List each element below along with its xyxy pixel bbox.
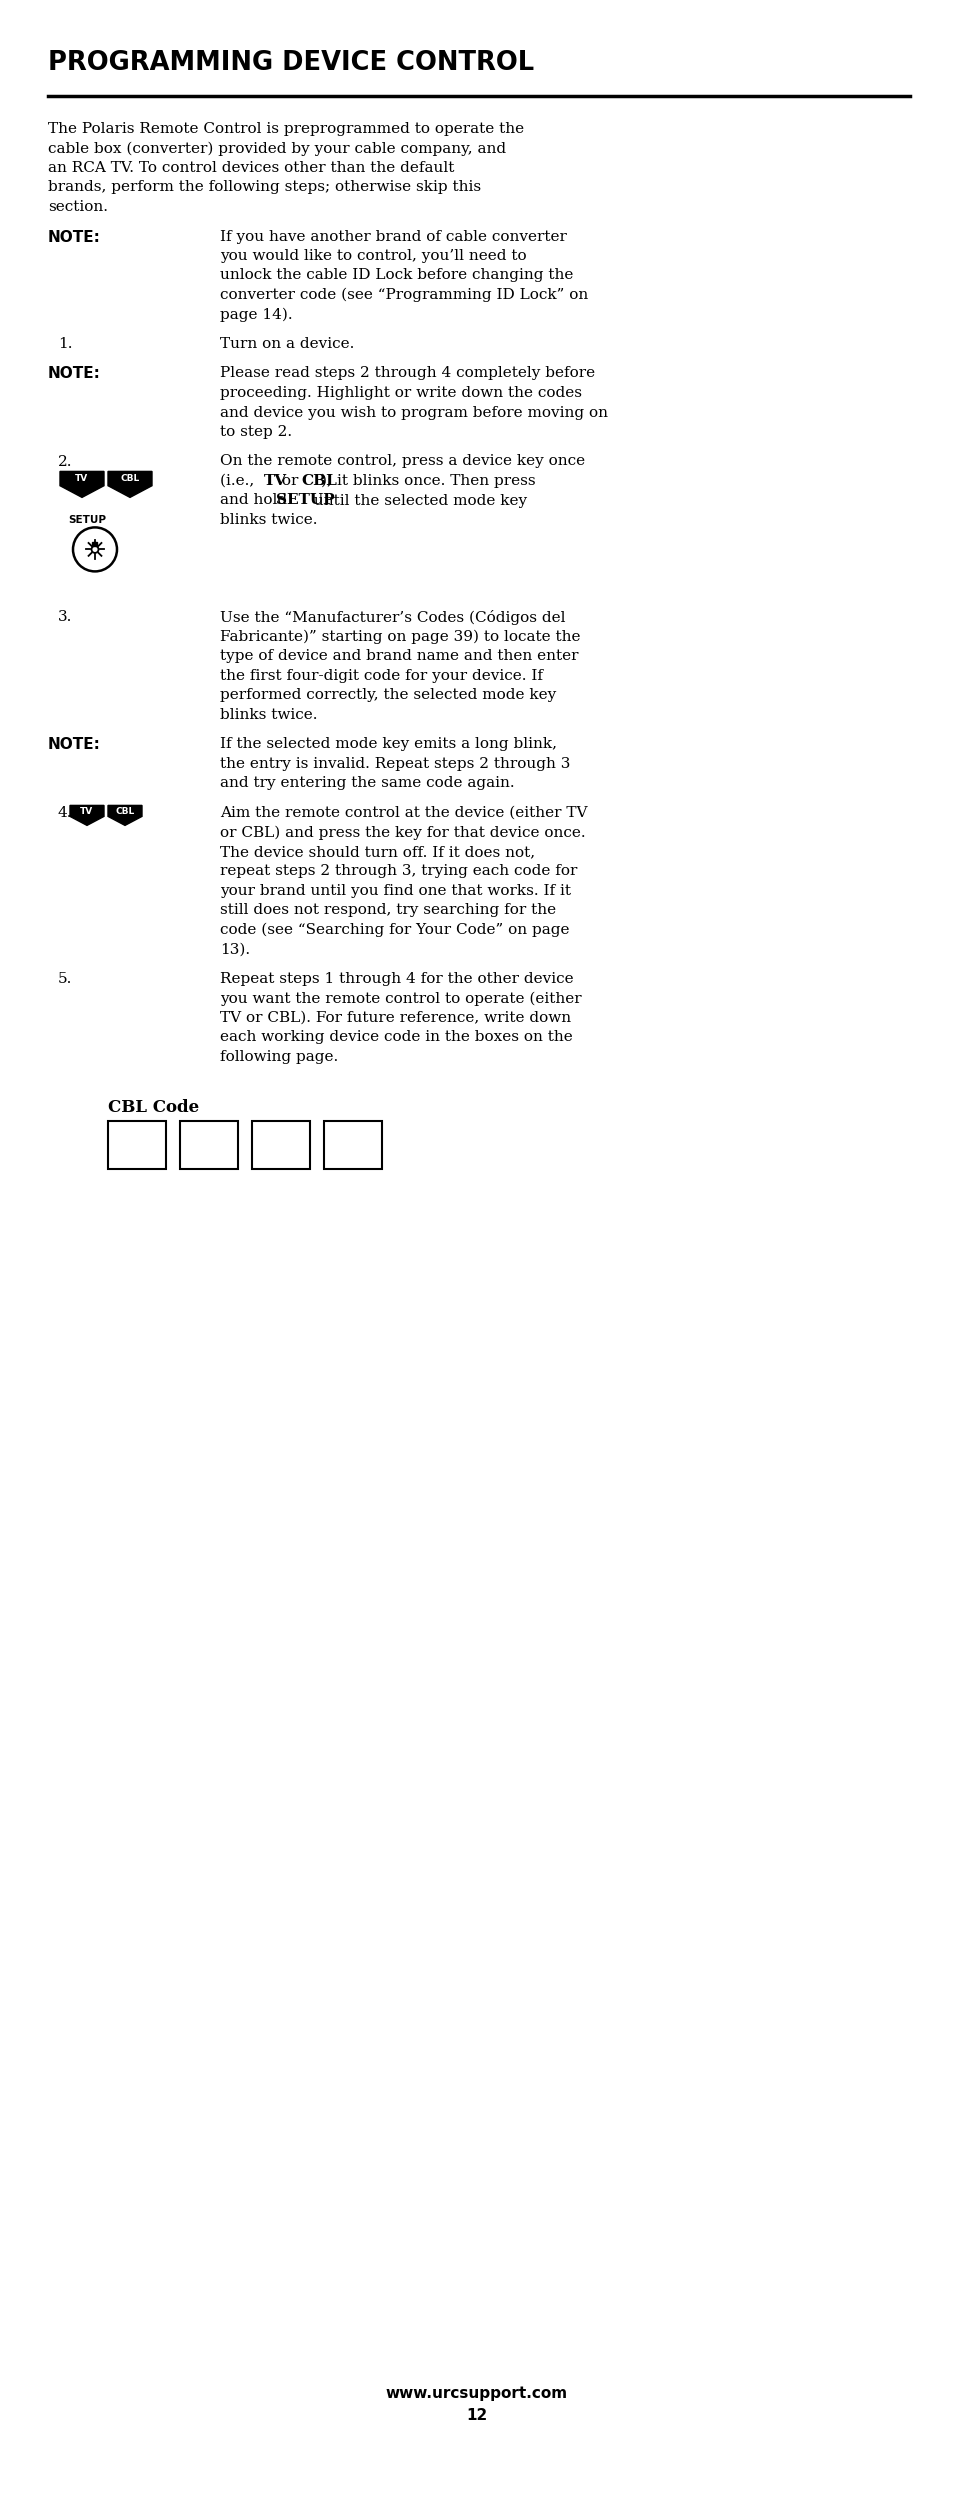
- Text: cable box (converter) provided by your cable company, and: cable box (converter) provided by your c…: [48, 142, 506, 155]
- Text: blinks twice.: blinks twice.: [220, 514, 317, 527]
- Text: The device should turn off. If it does not,: The device should turn off. If it does n…: [220, 846, 535, 859]
- Text: If the selected mode key emits a long blink,: If the selected mode key emits a long bl…: [220, 736, 557, 751]
- Text: repeat steps 2 through 3, trying each code for: repeat steps 2 through 3, trying each co…: [220, 864, 577, 879]
- Text: Fabricante)” starting on page 39) to locate the: Fabricante)” starting on page 39) to loc…: [220, 629, 579, 644]
- Text: you want the remote control to operate (either: you want the remote control to operate (…: [220, 991, 581, 1006]
- Text: ); it blinks once. Then press: ); it blinks once. Then press: [321, 474, 536, 489]
- Text: SETUP: SETUP: [275, 494, 335, 507]
- Text: 12: 12: [466, 2409, 487, 2424]
- Text: CBL: CBL: [120, 474, 139, 484]
- Text: Repeat steps 1 through 4 for the other device: Repeat steps 1 through 4 for the other d…: [220, 971, 573, 986]
- Text: code (see “Searching for Your Code” on page: code (see “Searching for Your Code” on p…: [220, 924, 569, 938]
- Bar: [108, 1121, 166, 1171]
- Bar: [252, 1121, 310, 1171]
- Text: you would like to control, you’ll need to: you would like to control, you’ll need t…: [220, 250, 526, 262]
- Text: NOTE:: NOTE:: [48, 230, 101, 245]
- Text: Aim the remote control at the device (either TV: Aim the remote control at the device (ei…: [220, 806, 587, 819]
- Text: 5.: 5.: [58, 971, 72, 986]
- Text: brands, perform the following steps; otherwise skip this: brands, perform the following steps; oth…: [48, 180, 480, 195]
- Text: your brand until you find one that works. If it: your brand until you find one that works…: [220, 884, 571, 899]
- Text: proceeding. Highlight or write down the codes: proceeding. Highlight or write down the …: [220, 387, 581, 399]
- Text: TV: TV: [263, 474, 286, 489]
- Text: NOTE:: NOTE:: [48, 736, 101, 751]
- Text: blinks twice.: blinks twice.: [220, 709, 317, 721]
- Text: and try entering the same code again.: and try entering the same code again.: [220, 776, 514, 791]
- Text: The Polaris Remote Control is preprogrammed to operate the: The Polaris Remote Control is preprogram…: [48, 122, 523, 135]
- Bar: [324, 1121, 381, 1171]
- Text: SETUP: SETUP: [68, 514, 106, 524]
- Text: TV: TV: [75, 474, 89, 484]
- Text: If you have another brand of cable converter: If you have another brand of cable conve…: [220, 230, 566, 245]
- Text: Use the “Manufacturer’s Codes (Códigos del: Use the “Manufacturer’s Codes (Códigos d…: [220, 612, 565, 626]
- Text: TV or CBL). For future reference, write down: TV or CBL). For future reference, write …: [220, 1011, 571, 1026]
- Text: unlock the cable ID Lock before changing the: unlock the cable ID Lock before changing…: [220, 270, 573, 282]
- Text: each working device code in the boxes on the: each working device code in the boxes on…: [220, 1031, 572, 1043]
- Text: CBL Code: CBL Code: [108, 1098, 199, 1116]
- Text: www.urcsupport.com: www.urcsupport.com: [386, 2386, 567, 2401]
- Text: and device you wish to program before moving on: and device you wish to program before mo…: [220, 404, 607, 419]
- Text: NOTE:: NOTE:: [48, 367, 101, 382]
- Text: or: or: [276, 474, 303, 489]
- Text: performed correctly, the selected mode key: performed correctly, the selected mode k…: [220, 689, 556, 701]
- Text: Turn on a device.: Turn on a device.: [220, 337, 354, 352]
- Text: Please read steps 2 through 4 completely before: Please read steps 2 through 4 completely…: [220, 367, 595, 379]
- Text: TV: TV: [80, 806, 93, 816]
- Text: On the remote control, press a device key once: On the remote control, press a device ke…: [220, 454, 584, 469]
- Polygon shape: [60, 472, 104, 497]
- Text: 2.: 2.: [58, 454, 72, 469]
- Text: page 14).: page 14).: [220, 307, 293, 322]
- Text: 13).: 13).: [220, 943, 250, 956]
- Text: to step 2.: to step 2.: [220, 424, 292, 439]
- Text: the first four-digit code for your device. If: the first four-digit code for your devic…: [220, 669, 542, 684]
- Text: type of device and brand name and then enter: type of device and brand name and then e…: [220, 649, 578, 664]
- Text: CBL: CBL: [301, 474, 337, 489]
- Text: 4.: 4.: [58, 806, 72, 819]
- Polygon shape: [108, 806, 142, 826]
- Text: (i.e.,: (i.e.,: [220, 474, 259, 489]
- Text: 3.: 3.: [58, 612, 72, 624]
- Text: the entry is invalid. Repeat steps 2 through 3: the entry is invalid. Repeat steps 2 thr…: [220, 756, 570, 771]
- Text: or CBL) and press the key for that device once.: or CBL) and press the key for that devic…: [220, 826, 585, 839]
- Bar: [180, 1121, 237, 1171]
- Text: following page.: following page.: [220, 1051, 338, 1063]
- Bar: [92, 542, 97, 547]
- Text: converter code (see “Programming ID Lock” on: converter code (see “Programming ID Lock…: [220, 287, 588, 302]
- Text: still does not respond, try searching for the: still does not respond, try searching fo…: [220, 904, 556, 919]
- Polygon shape: [70, 806, 104, 826]
- Text: section.: section.: [48, 200, 108, 215]
- Text: CBL: CBL: [115, 806, 134, 816]
- Polygon shape: [108, 472, 152, 497]
- Text: PROGRAMMING DEVICE CONTROL: PROGRAMMING DEVICE CONTROL: [48, 50, 534, 75]
- Text: an RCA TV. To control devices other than the default: an RCA TV. To control devices other than…: [48, 162, 454, 175]
- Text: until the selected mode key: until the selected mode key: [309, 494, 526, 507]
- Text: and hold: and hold: [220, 494, 292, 507]
- Text: 1.: 1.: [58, 337, 72, 352]
